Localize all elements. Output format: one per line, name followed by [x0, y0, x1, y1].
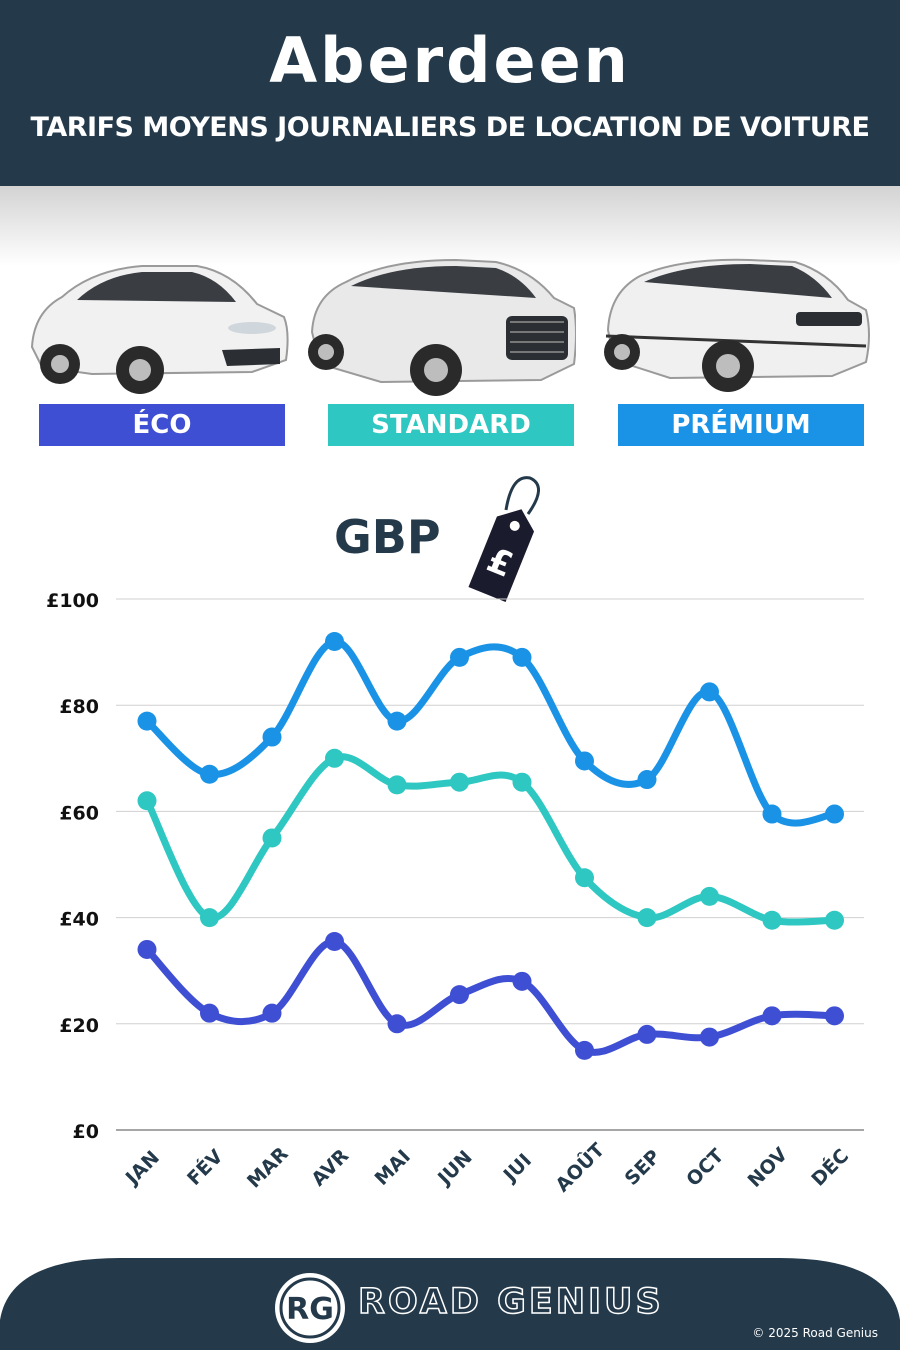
- rental-price-line-chart: £0 £20 £40 £60 £80 £100 JAN FÉV MAR AVR MAI JUN JUI A…: [46, 590, 864, 1197]
- data-point-standard: [762, 910, 782, 930]
- header-banner: [0, 0, 900, 186]
- data-point-co: [387, 1014, 407, 1034]
- currency-label: GBP: [334, 510, 441, 564]
- data-point-prmium: [512, 647, 532, 667]
- data-point-standard: [450, 772, 469, 792]
- copyright: © 2025 Road Genius: [752, 1326, 878, 1340]
- data-point-standard: [262, 828, 282, 848]
- data-point-standard: [325, 748, 344, 768]
- y-tick-label: £100: [46, 590, 99, 612]
- y-tick-label: £80: [59, 696, 99, 718]
- data-point-prmium: [700, 682, 719, 702]
- road-genius-logo-icon: RG: [275, 1273, 345, 1343]
- premium-car-image: [604, 258, 870, 392]
- data-point-standard: [700, 886, 719, 906]
- data-point-standard: [575, 868, 594, 888]
- x-tick-label: MAI: [371, 1146, 415, 1190]
- data-point-prmium: [637, 770, 657, 790]
- series-line-standard: [143, 753, 838, 926]
- data-point-standard: [512, 772, 532, 792]
- logo-text: RG: [286, 1292, 334, 1327]
- category-badge-standard: STANDARD: [328, 404, 574, 446]
- data-point-standard: [137, 791, 157, 811]
- data-point-co: [512, 971, 532, 991]
- data-point-co: [450, 985, 469, 1005]
- x-tick-label: SEP: [621, 1146, 665, 1190]
- page-subtitle: TARIFS MOYENS JOURNALIERS DE LOCATION DE…: [30, 112, 870, 143]
- footer-band: [0, 1258, 900, 1350]
- page-title: Aberdeen: [269, 24, 631, 97]
- x-tick-label: DÉC: [807, 1144, 853, 1190]
- economy-car-image: [30, 265, 289, 394]
- data-point-co: [200, 1003, 219, 1023]
- data-point-standard: [200, 908, 219, 928]
- data-point-co: [700, 1027, 719, 1047]
- data-point-co: [762, 1006, 782, 1026]
- data-point-standard: [387, 775, 407, 795]
- category-badge-eco: ÉCO: [39, 404, 285, 446]
- header-shadow: [0, 186, 900, 266]
- x-tick-label: NOV: [744, 1143, 792, 1191]
- x-tick-label: JUN: [432, 1146, 476, 1190]
- data-point-prmium: [262, 727, 282, 747]
- standard-car-image: [308, 258, 576, 396]
- data-point-co: [137, 939, 157, 959]
- data-point-standard: [637, 908, 657, 928]
- data-point-co: [825, 1006, 844, 1026]
- data-point-prmium: [825, 804, 844, 824]
- y-tick-label: £0: [73, 1121, 99, 1143]
- category-badge-premium: PRÉMIUM: [618, 404, 864, 446]
- data-point-prmium: [325, 631, 344, 651]
- data-point-co: [575, 1040, 594, 1060]
- data-point-standard: [825, 910, 844, 930]
- x-tick-label: MAR: [243, 1143, 293, 1193]
- data-point-prmium: [200, 764, 219, 784]
- data-point-prmium: [137, 711, 157, 731]
- data-point-prmium: [762, 804, 782, 824]
- x-tick-label: OCT: [682, 1145, 728, 1191]
- data-point-prmium: [575, 751, 594, 771]
- data-point-co: [262, 1003, 282, 1023]
- x-tick-label: JAN: [120, 1147, 164, 1191]
- data-point-co: [637, 1024, 657, 1044]
- x-tick-label: AOÛT: [550, 1138, 609, 1197]
- x-tick-label: AVR: [307, 1145, 353, 1191]
- data-point-prmium: [450, 647, 469, 667]
- series-line-prmium: [143, 637, 838, 827]
- y-tick-label: £40: [59, 909, 99, 931]
- y-tick-label: £20: [59, 1015, 99, 1037]
- data-point-prmium: [387, 711, 407, 731]
- x-tick-label: JUI: [498, 1150, 536, 1188]
- price-tag-icon: £: [468, 476, 540, 602]
- x-tick-label: FÉV: [182, 1145, 227, 1190]
- series-line-co: [143, 938, 838, 1056]
- y-tick-label: £60: [59, 802, 99, 824]
- brand-name: ROAD GENIUS: [357, 1281, 664, 1323]
- data-point-co: [325, 931, 344, 951]
